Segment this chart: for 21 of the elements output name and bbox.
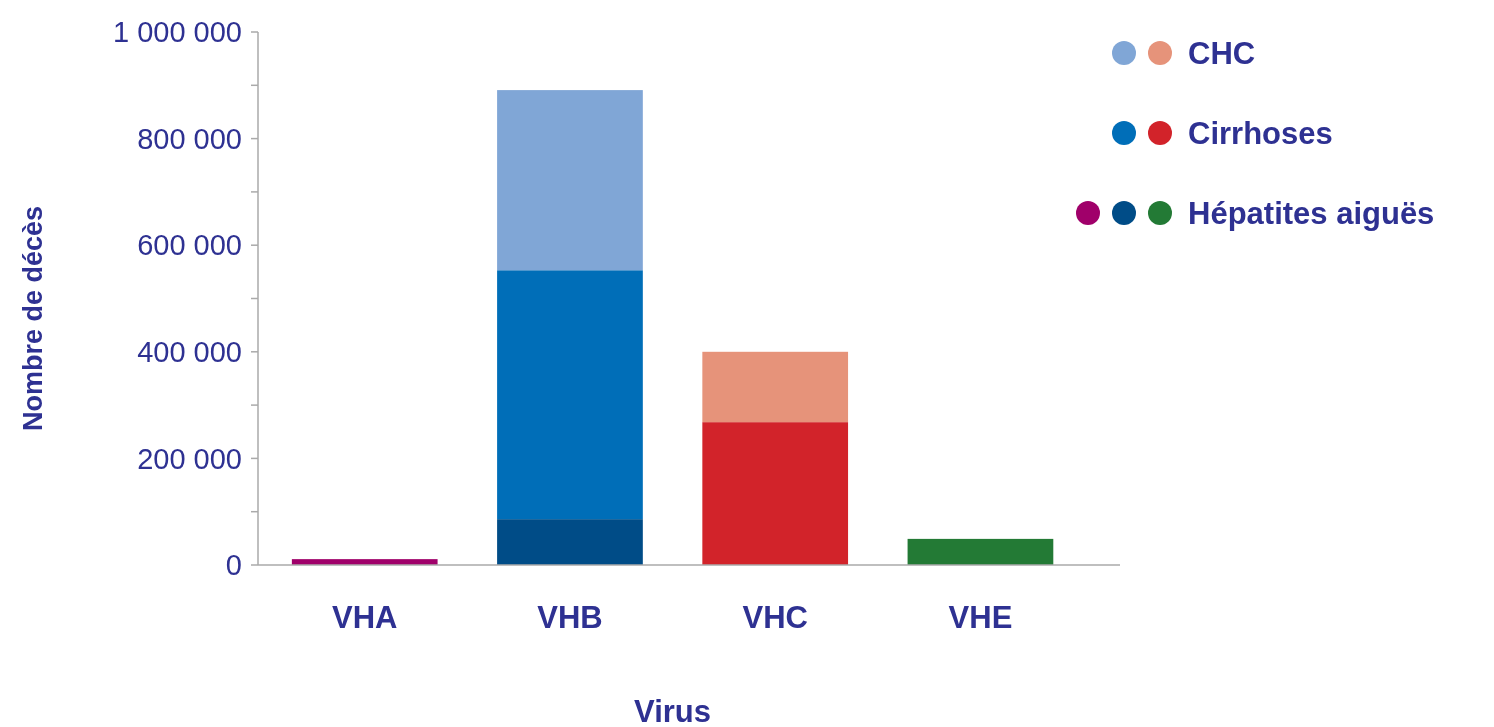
legend-label: Cirrhoses [1188,115,1333,151]
bar [702,422,849,565]
bar [702,351,849,423]
legend-label: Hépatites aiguës [1188,195,1435,231]
y-tick-label: 400 000 [137,335,242,368]
y-axis-title: Nombre de décès [18,205,48,432]
legend-label: CHC [1188,35,1256,71]
x-tick-label: VHA [332,600,398,635]
x-tick-label: VHE [948,600,1013,635]
x-axis-title: Virus [634,694,712,727]
x-tick-label: VHB [537,600,603,635]
y-tick-label: 800 000 [137,122,242,155]
bar [907,538,1054,565]
y-tick-label: 600 000 [137,229,242,262]
bar [497,519,643,565]
bar [497,90,643,271]
bar [497,270,643,520]
y-tick-label: 1 000 000 [112,16,242,49]
y-tick-label: 0 [225,549,242,582]
y-tick-label: 200 000 [137,442,242,475]
x-tick-label: VHC [742,600,808,635]
